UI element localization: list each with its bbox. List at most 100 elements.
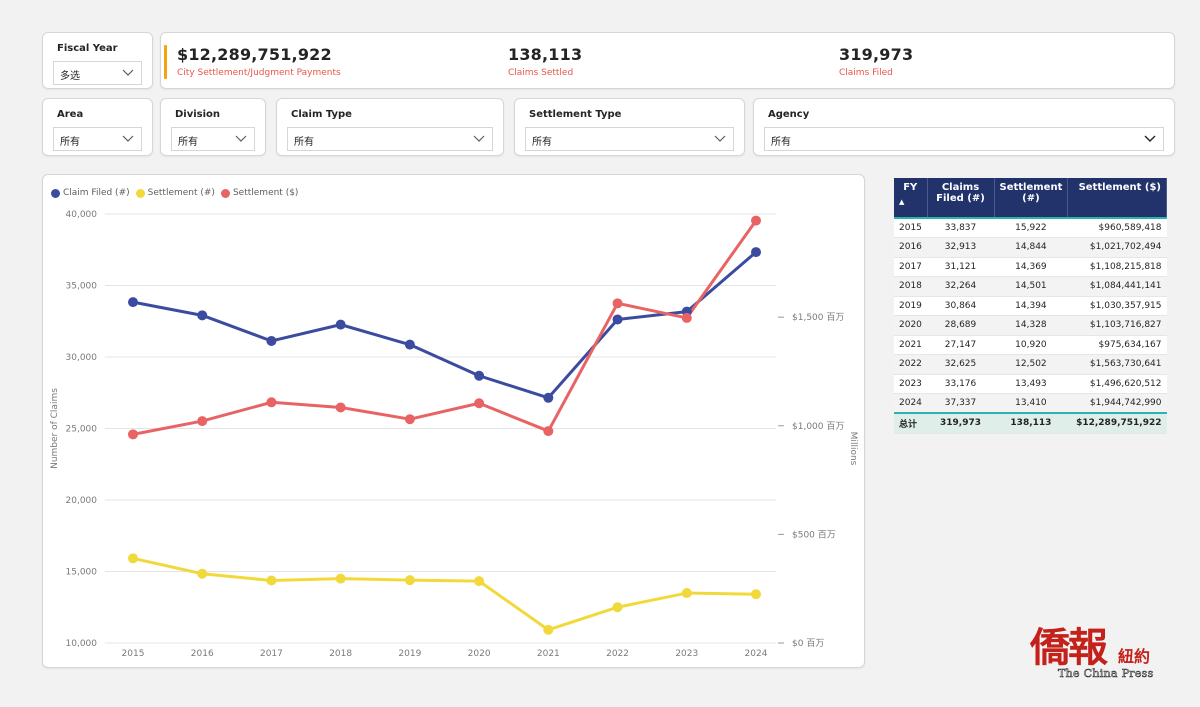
chevron-down-icon <box>122 69 134 76</box>
agency-value: 所有 <box>771 137 791 148</box>
total-label: 总计 <box>894 412 927 434</box>
row-settlement-count: 14,394 <box>994 296 1068 316</box>
table-row: 2022 32,625 12,502 $1,563,730,641 <box>894 354 1167 375</box>
x-tick-label: 2021 <box>537 649 560 659</box>
table-total-row: 总计 319,973 138,113 $12,289,751,922 <box>894 412 1167 434</box>
chevron-down-icon <box>714 135 726 142</box>
series-line-claims-filed <box>132 250 757 400</box>
data-point-claims-filed <box>404 339 415 350</box>
kpi-settled-label: Claims Settled <box>508 68 574 78</box>
series-line-settlement-dollars <box>132 219 758 436</box>
data-point-settlement-dollars <box>612 298 623 309</box>
chevron-down-icon <box>235 135 247 142</box>
legend-item-claims-filed[interactable]: Claim Filed (#) <box>51 188 130 198</box>
kpi-accent-bar <box>164 45 167 79</box>
table-row: 2019 30,864 14,394 $1,030,357,915 <box>894 296 1167 316</box>
chevron-down-icon <box>1144 135 1156 142</box>
agency-dropdown[interactable]: 所有 <box>764 127 1164 151</box>
data-point-settlement-count <box>197 568 208 579</box>
row-settlement-dollars: $1,563,730,641 <box>1067 354 1167 375</box>
chart-legend: Claim Filed (#) Settlement (#) Settlemen… <box>51 188 298 198</box>
kpi-payments-label: City Settlement/Judgment Payments <box>177 68 341 78</box>
x-tick-label: 2018 <box>329 649 352 659</box>
header-fy-label: FY <box>903 182 918 193</box>
x-tick-label: 2022 <box>606 649 629 659</box>
legend-item-settlement-count[interactable]: Settlement (#) <box>135 188 215 198</box>
header-settlement-count[interactable]: Settlement (#) <box>994 178 1069 219</box>
data-point-settlement-dollars <box>543 426 554 437</box>
data-point-settlement-count <box>751 589 761 600</box>
legend-label-settlement-dollars: Settlement ($) <box>232 188 299 198</box>
data-point-settlement-dollars <box>681 312 692 323</box>
header-claims-filed[interactable]: Claims Filed (#) <box>927 178 995 219</box>
row-claims-filed: 32,625 <box>927 354 994 375</box>
data-point-settlement-count <box>612 602 623 613</box>
agency-slicer: Agency 所有 <box>753 98 1175 156</box>
settlement-type-value: 所有 <box>532 137 552 148</box>
fy-summary-table: FY ▲ Claims Filed (#) Settlement (#) Sett… <box>894 178 1167 434</box>
settlement-type-slicer: Settlement Type 所有 <box>514 98 745 156</box>
area-value: 所有 <box>60 137 80 148</box>
data-point-settlement-count <box>681 588 692 599</box>
fiscal-year-dropdown[interactable]: 多选 <box>53 61 142 85</box>
china-press-watermark-logo: 僑報 紐約 The China Press <box>1030 625 1170 685</box>
area-dropdown[interactable]: 所有 <box>53 127 142 151</box>
table-header-row: FY ▲ Claims Filed (#) Settlement (#) Sett… <box>894 178 1167 219</box>
legend-item-settlement-dollars[interactable]: Settlement ($) <box>220 188 299 198</box>
header-settlement-dollars[interactable]: Settlement ($) <box>1067 178 1167 219</box>
row-settlement-count: 12,502 <box>994 354 1068 375</box>
y2-tick-label: $1,500 百万 <box>792 312 844 323</box>
x-tick-label: 2023 <box>675 649 698 659</box>
settlement-type-dropdown[interactable]: 所有 <box>525 127 734 151</box>
watermark-main: 僑報 <box>1030 624 1108 671</box>
data-point-settlement-count <box>335 573 346 584</box>
kpi-settled: 138,113 Claims Settled <box>508 45 582 78</box>
data-point-settlement-count <box>404 575 415 586</box>
y-tick-label: 40,000 <box>66 210 98 220</box>
x-tick-label: 2024 <box>745 649 768 659</box>
row-fy: 2024 <box>894 393 927 414</box>
row-claims-filed: 33,837 <box>927 218 994 238</box>
data-point-settlement-dollars <box>335 402 346 413</box>
y-tick-label: 20,000 <box>66 496 98 506</box>
total-settlement-count: 138,113 <box>994 412 1068 434</box>
legend-dot-settlement-count <box>135 188 145 198</box>
data-point-claims-filed <box>266 335 277 346</box>
kpi-settled-value: 138,113 <box>508 45 583 64</box>
y-tick-label: 35,000 <box>66 282 98 292</box>
division-value: 所有 <box>178 137 198 148</box>
row-fy: 2023 <box>894 374 927 394</box>
data-point-claims-filed <box>474 370 485 381</box>
series-line-settlement-count <box>132 556 757 632</box>
claim-type-dropdown[interactable]: 所有 <box>287 127 493 151</box>
row-fy: 2017 <box>894 257 927 277</box>
header-fy[interactable]: FY ▲ <box>894 178 928 219</box>
row-settlement-count: 13,493 <box>994 374 1068 394</box>
area-title: Area <box>57 109 84 120</box>
row-claims-filed: 27,147 <box>927 335 994 355</box>
kpi-card: $12,289,751,922 City Settlement/Judgment… <box>160 32 1175 89</box>
table-row: 2023 33,176 13,493 $1,496,620,512 <box>894 374 1167 394</box>
x-tick-label: 2015 <box>122 649 145 659</box>
x-tick-label: 2017 <box>260 649 283 659</box>
row-settlement-dollars: $1,021,702,494 <box>1067 237 1167 258</box>
row-claims-filed: 30,864 <box>927 296 994 316</box>
data-point-settlement-dollars <box>197 416 208 427</box>
sort-ascending-icon[interactable]: ▲ <box>899 198 905 206</box>
agency-title: Agency <box>768 109 810 120</box>
fiscal-year-value: 多选 <box>60 71 80 82</box>
y-tick-label: 30,000 <box>66 353 98 363</box>
fiscal-year-slicer: Fiscal Year 多选 <box>42 32 153 89</box>
table-row: 2018 32,264 14,501 $1,084,441,141 <box>894 276 1167 297</box>
total-claims-filed: 319,973 <box>927 412 994 434</box>
row-settlement-dollars: $1,944,742,990 <box>1067 393 1167 414</box>
row-settlement-dollars: $1,103,716,827 <box>1067 315 1167 336</box>
data-point-settlement-dollars <box>751 215 761 226</box>
row-settlement-count: 13,410 <box>994 393 1068 414</box>
row-fy: 2016 <box>894 237 927 258</box>
y2-tick-label: $500 百万 <box>792 529 836 540</box>
division-dropdown[interactable]: 所有 <box>171 127 255 151</box>
kpi-payments-value: $12,289,751,922 <box>177 45 332 64</box>
row-settlement-dollars: $960,589,418 <box>1067 218 1167 238</box>
watermark-sub: The China Press <box>1058 667 1154 681</box>
